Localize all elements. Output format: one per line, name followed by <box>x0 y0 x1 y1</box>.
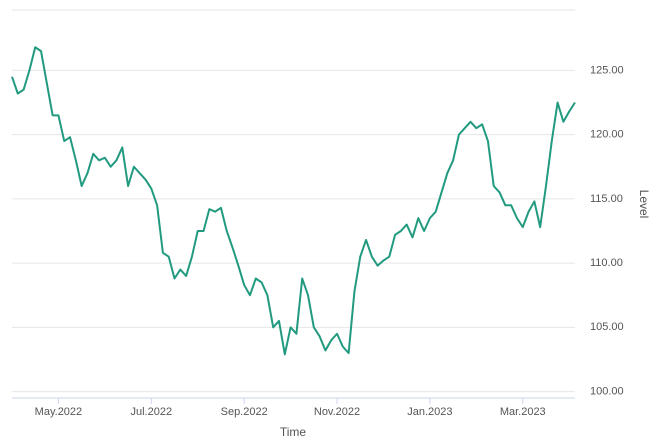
x-axis-title: Time <box>280 425 307 439</box>
x-tick-label: Sep.2022 <box>221 406 268 418</box>
y-axis-title: Level <box>637 190 651 219</box>
x-tick-label: May.2022 <box>35 406 83 418</box>
x-tick-label: Nov.2022 <box>314 406 360 418</box>
y-tick-label: 110.00 <box>590 257 623 269</box>
x-tick-label: Jan.2023 <box>407 406 452 418</box>
y-tick-label: 105.00 <box>590 321 624 333</box>
x-tick-label: Mar.2023 <box>500 406 546 418</box>
y-tick-label: 125.00 <box>590 64 624 76</box>
y-tick-label: 120.00 <box>590 129 624 141</box>
x-tick-label: Jul.2022 <box>131 406 173 418</box>
y-tick-label: 115.00 <box>590 193 623 205</box>
y-tick-label: 100.00 <box>590 385 624 397</box>
line <box>11 46 576 356</box>
